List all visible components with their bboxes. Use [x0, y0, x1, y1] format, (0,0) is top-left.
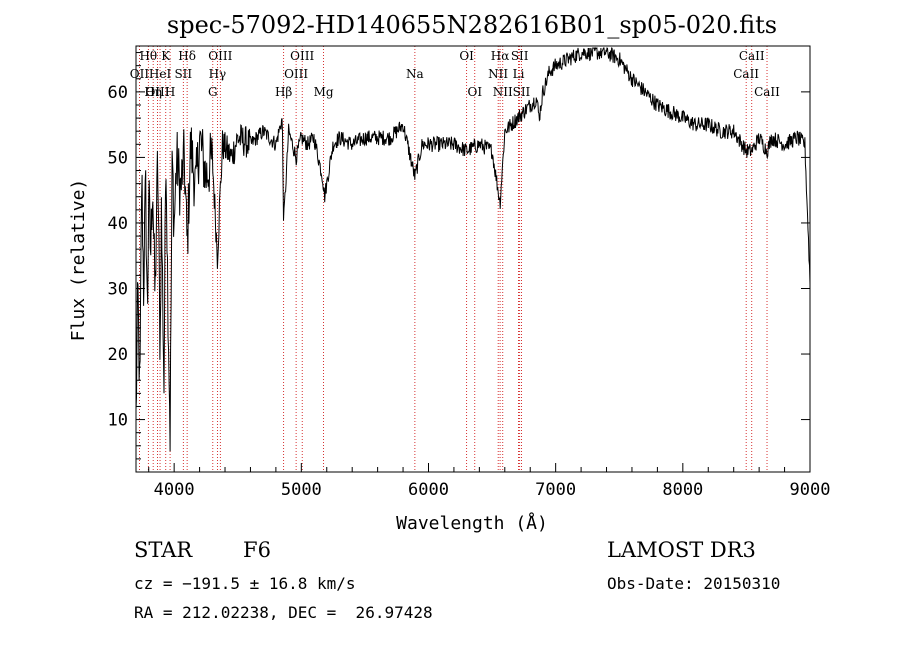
coordinates: RA = 212.02238, DEC = 26.97428 [134, 603, 433, 622]
line-label-4: Hη [144, 85, 162, 99]
y-tick-label-1: 20 [108, 345, 128, 365]
line-label-20: SII [511, 49, 529, 63]
x-axis-label: Wavelength (Å) [396, 512, 548, 534]
line-label-6: SII [174, 67, 192, 81]
survey-name: LAMOST DR3 [607, 538, 756, 562]
line-label-19: Hα [491, 49, 510, 63]
x-axis: 4000 5000 6000 7000 8000 9000 [148, 463, 831, 500]
plot-frame [135, 45, 811, 473]
line-label-27: CaII [754, 85, 780, 99]
line-label-21: NII [488, 67, 508, 81]
line-label-3: HeI [149, 67, 172, 81]
line-label-26: CaII [733, 67, 759, 81]
line-label-16: Na [406, 67, 424, 81]
x-tick-label-5: 9000 [790, 480, 831, 500]
y-tick-label-0: 10 [108, 411, 128, 431]
y-tick-label-3: 40 [108, 214, 128, 234]
line-label-7: H [165, 85, 175, 99]
spectrum-line [135, 46, 811, 452]
subclass: F6 [243, 538, 271, 562]
y-axis-label: Flux (relative) [68, 179, 89, 342]
line-label-12: Hβ [275, 85, 292, 99]
x-tick-label-4: 8000 [662, 480, 703, 500]
line-label-1: OII [130, 67, 150, 81]
line-label-24: SII [513, 85, 531, 99]
line-label-0: Hθ [139, 49, 157, 63]
line-label-15: Mg [314, 85, 334, 99]
x-tick-label-3: 7000 [535, 480, 576, 500]
line-label-8: Hδ [178, 49, 196, 63]
line-label-17: OI [459, 49, 474, 63]
object-class: STAR [134, 538, 193, 562]
line-label-5: K [161, 49, 171, 63]
line-label-14: OIII [284, 67, 308, 81]
redshift-velocity: cz = −191.5 ± 16.8 km/s [134, 574, 356, 593]
y-tick-label-2: 30 [108, 279, 128, 299]
y-tick-label-4: 50 [108, 148, 128, 168]
line-label-25: CaII [739, 49, 765, 63]
chart-title: spec-57092-HD140655N282616B01_sp05-020.f… [167, 11, 777, 39]
line-label-11: G [208, 85, 218, 99]
y-tick-label-5: 60 [108, 83, 128, 103]
line-label-18: OI [467, 85, 482, 99]
y-axis: 10 20 30 40 50 60 [108, 52, 810, 460]
x-tick-label-1: 5000 [281, 480, 322, 500]
line-label-9: OIII [208, 49, 232, 63]
observation-date: Obs-Date: 20150310 [607, 574, 781, 593]
line-label-22: Li [513, 67, 525, 81]
line-label-13: OIII [290, 49, 314, 63]
x-tick-label-2: 6000 [408, 480, 449, 500]
x-tick-label-0: 4000 [154, 480, 195, 500]
spectral-line-markers [139, 46, 768, 472]
line-label-10: Hγ [209, 67, 227, 81]
line-label-2: OIII [145, 85, 169, 99]
line-label-23: NII [493, 85, 513, 99]
